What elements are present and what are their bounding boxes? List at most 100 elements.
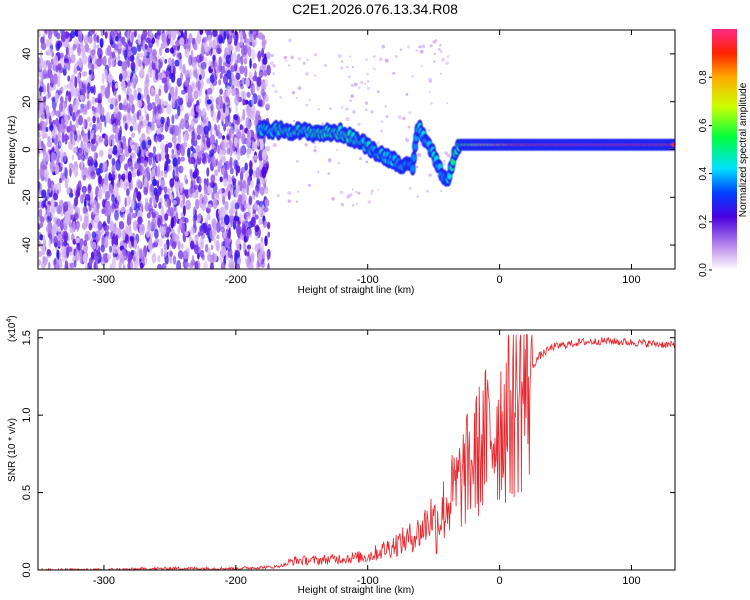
spectrogram-noise-cell bbox=[81, 131, 85, 139]
spectrogram-noise-cell bbox=[245, 255, 249, 265]
spectrogram-noise-cell bbox=[137, 99, 143, 108]
spectrogram-noise-cell bbox=[156, 127, 161, 136]
spectrogram-faint-cell bbox=[337, 162, 340, 165]
spectrogram-noise-cell bbox=[211, 192, 215, 200]
spectrogram-faint-cell bbox=[407, 125, 411, 129]
spectrogram-noise-cell bbox=[230, 187, 234, 196]
spectrogram-noise-cell bbox=[63, 113, 68, 123]
spectrogram-noise-cell bbox=[133, 31, 137, 38]
spectrogram-noise-cell bbox=[161, 263, 167, 269]
spectrogram-noise-cell bbox=[225, 54, 231, 65]
spectrogram-noise-cell bbox=[84, 262, 89, 269]
spectrogram-faint-cell bbox=[433, 52, 436, 55]
spectrogram-noise-cell bbox=[180, 166, 184, 172]
spectrogram-faint-cell bbox=[416, 195, 420, 198]
colorbar-tick-label: 0.2 bbox=[698, 214, 709, 228]
spectrogram-faint-cell bbox=[439, 72, 443, 76]
spectrogram-noise-cell bbox=[236, 131, 242, 139]
spectrogram-faint-cell bbox=[351, 65, 355, 69]
spectrogram-faint-cell bbox=[307, 183, 311, 187]
spectrogram-noise-cell bbox=[46, 82, 50, 94]
spectrogram-noise-cell bbox=[115, 159, 121, 172]
spectrogram-noise-cell bbox=[68, 91, 72, 103]
spectrogram-noise-cell bbox=[82, 252, 88, 264]
spectrogram-noise-cell bbox=[231, 30, 234, 34]
spectrogram-noise-cell bbox=[74, 68, 77, 75]
spectrogram-noise-cell bbox=[225, 96, 230, 103]
spectrogram-faint-cell bbox=[348, 193, 352, 198]
spectrogram-noise-cell bbox=[66, 188, 70, 196]
spectrogram-noise-cell bbox=[114, 43, 119, 51]
spectrogram-faint-cell bbox=[271, 83, 276, 88]
spectrogram-noise-cell bbox=[164, 232, 170, 238]
spectrogram-noise-cell bbox=[133, 239, 138, 250]
spectrogram-noise-cell bbox=[96, 206, 100, 216]
spectrogram-noise-cell bbox=[42, 112, 46, 120]
spectrogram-y-ticks: -40 -20 0 20 40 bbox=[21, 48, 675, 253]
spectrogram-noise-cell bbox=[242, 108, 246, 121]
spectrogram-noise-cell bbox=[193, 90, 199, 100]
spectrogram-noise-cell bbox=[47, 47, 53, 57]
spectrogram-faint-cell bbox=[270, 53, 274, 58]
spectrogram-noise-cell bbox=[109, 103, 114, 110]
spectrogram-faint-cell bbox=[274, 89, 278, 94]
spectrogram-noise-cell bbox=[38, 240, 41, 247]
spectrogram-noise-cell bbox=[231, 263, 235, 269]
spectrogram-noise-cell bbox=[172, 255, 177, 265]
spectrogram-noise-cell bbox=[95, 168, 101, 176]
spectrogram-faint-cell bbox=[291, 91, 296, 95]
spectrogram-noise-cell bbox=[220, 65, 226, 74]
spectrogram-noise-cell bbox=[121, 61, 128, 72]
spectrogram-noise-cell bbox=[148, 152, 154, 158]
spectrogram-noise-cell bbox=[91, 241, 97, 250]
spectrogram-noise-cell bbox=[60, 96, 64, 105]
spectrogram-noise-cell bbox=[239, 65, 245, 74]
spectrogram-noise-cell bbox=[38, 112, 42, 118]
spectrogram-noise-cell bbox=[156, 263, 163, 269]
spectrogram-noise-cell bbox=[197, 252, 200, 260]
spectrogram-noise-cell bbox=[110, 97, 116, 105]
spectrogram-noise-cell bbox=[171, 44, 176, 51]
spectrogram-noise-cell bbox=[171, 58, 175, 67]
spectrogram-noise-cell bbox=[128, 93, 134, 105]
spectrogram-noise-cell bbox=[82, 206, 87, 214]
spectrogram-noise-cell bbox=[70, 81, 75, 91]
colorbar-tick-label: 0.8 bbox=[698, 70, 709, 84]
spectrogram-noise-cell bbox=[188, 157, 194, 165]
spectrogram-noise-cell bbox=[83, 118, 86, 129]
spectrogram-noise-cell bbox=[118, 94, 121, 102]
spectrogram-noise-cell bbox=[40, 70, 45, 82]
spectrogram-noise-cell bbox=[207, 34, 212, 43]
spectrogram-faint-cell bbox=[402, 116, 406, 121]
spectrogram-noise-cell bbox=[146, 94, 150, 105]
spectrogram-noise-cell bbox=[262, 250, 266, 260]
spectrogram-noise-cell bbox=[63, 84, 68, 90]
spectrogram-noise-cell bbox=[60, 157, 64, 168]
spectrogram-noise-cell bbox=[219, 226, 225, 233]
spectrogram-noise-cell bbox=[131, 106, 135, 114]
spectrogram-noise-cell bbox=[84, 35, 89, 45]
spectrogram-noise-cell bbox=[263, 186, 269, 194]
spectrogram-noise-cell bbox=[267, 262, 270, 269]
spectrogram-noise-cell bbox=[111, 79, 115, 86]
spectrogram-noise-cell bbox=[39, 222, 43, 229]
spectrogram-noise-cell bbox=[168, 124, 174, 135]
spectrogram-noise-cell bbox=[65, 62, 70, 69]
spectrogram-noise-cell bbox=[243, 136, 247, 145]
spectrogram-noise-cell bbox=[111, 158, 116, 166]
spectrogram-noise-cell bbox=[62, 69, 67, 76]
spectrogram-faint-cell bbox=[350, 83, 354, 87]
snr-x-tick-label: -100 bbox=[357, 575, 379, 587]
spectrogram-noise-cell bbox=[152, 178, 158, 187]
spectrogram-noise-cell bbox=[87, 54, 90, 64]
spectrogram-faint-cell bbox=[313, 142, 316, 145]
spectrogram-noise-cell bbox=[199, 250, 205, 256]
spectrogram-noise-cell bbox=[174, 59, 180, 67]
spectrogram-noise-cell bbox=[125, 168, 129, 181]
spectrogram-noise-cell bbox=[182, 205, 186, 216]
spectrogram-noise-cell bbox=[169, 37, 175, 46]
spectrogram-noise-cell bbox=[41, 200, 45, 209]
spectrogram-noise-cell bbox=[46, 215, 50, 223]
snr-x-label: Height of straight line (km) bbox=[298, 585, 415, 596]
spectrogram-faint-cell bbox=[355, 190, 358, 194]
